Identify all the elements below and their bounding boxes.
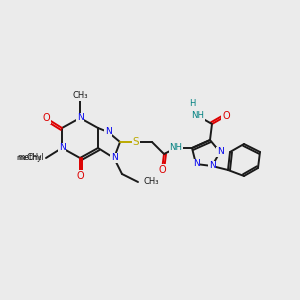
Text: N: N: [111, 154, 117, 163]
Text: O: O: [222, 111, 230, 121]
Text: methyl: methyl: [16, 155, 41, 161]
Text: CH₃: CH₃: [72, 92, 88, 100]
Text: N: N: [208, 161, 215, 170]
Text: N: N: [58, 143, 65, 152]
Text: NH: NH: [169, 143, 182, 152]
Text: H: H: [189, 100, 195, 109]
Text: CH₃: CH₃: [143, 178, 158, 187]
Text: methyl: methyl: [17, 154, 44, 163]
Text: N: N: [76, 113, 83, 122]
Text: O: O: [158, 165, 166, 175]
Text: N: N: [217, 148, 224, 157]
Text: N: N: [105, 128, 111, 136]
Text: O: O: [42, 113, 50, 123]
Text: O: O: [76, 171, 84, 181]
Text: NH: NH: [191, 112, 205, 121]
Text: CH₃: CH₃: [26, 154, 42, 163]
Text: S: S: [133, 137, 139, 147]
Text: N: N: [193, 160, 200, 169]
